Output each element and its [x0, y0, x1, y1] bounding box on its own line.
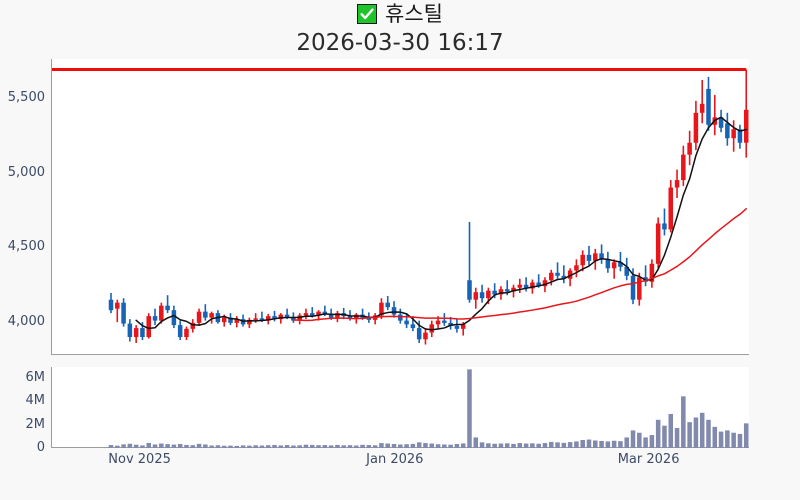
x-tick-label: Nov 2025 [108, 452, 171, 467]
chart-header: 휴스틸 2026-03-30 16:17 [0, 0, 800, 62]
page-title: 휴스틸 [385, 2, 443, 26]
price-tick-label: 4,500 [7, 239, 45, 255]
volume-tick-label: 2M [25, 416, 46, 432]
volume-tick-label: 0 [36, 440, 45, 455]
price-panel[interactable] [51, 59, 749, 355]
timestamp-label: 2026-03-30 16:17 [296, 30, 504, 56]
volume-plot [108, 369, 749, 448]
price-tick-label: 5,500 [7, 89, 45, 105]
x-tick-label: Mar 2026 [617, 452, 680, 467]
title-row: 휴스틸 [0, 0, 800, 28]
candlestick-plot [52, 67, 749, 345]
price-tick-label: 4,000 [7, 314, 45, 330]
volume-tick-label: 4M [25, 393, 46, 409]
check-icon[interactable] [357, 4, 378, 24]
volume-tick-label: 6M [25, 369, 46, 385]
volume-panel[interactable] [51, 367, 749, 448]
price-tick-label: 5,000 [7, 164, 45, 180]
x-tick-label: Jan 2026 [366, 452, 424, 467]
